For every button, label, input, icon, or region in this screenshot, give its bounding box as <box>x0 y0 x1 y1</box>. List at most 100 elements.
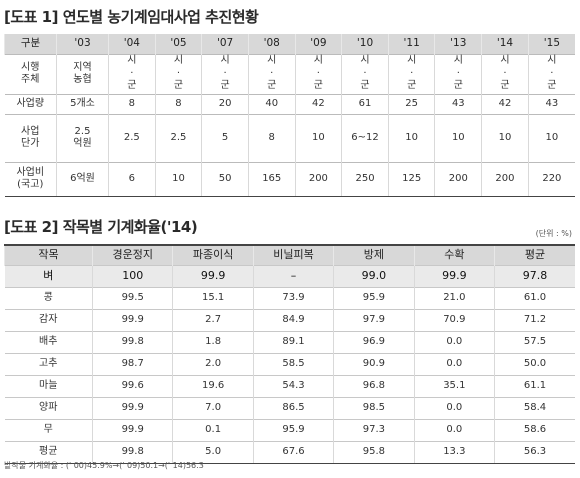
table1-row-unit-price: 사업 단가 2.5 억원 2.5 2.5 5 8 10 6~12 10 10 10 10 <box>4 113 575 162</box>
table2-value-cell: 95.8 <box>333 440 415 464</box>
table2-value-cell: 99.9 <box>91 418 173 441</box>
table1-cell-agent-line: 시 <box>500 55 510 67</box>
table2-value-cell: 0.0 <box>413 330 495 353</box>
table2-value-cell: 86.5 <box>252 396 334 419</box>
table2-value-cell: 71.2 <box>494 308 575 331</box>
table2-value-cell: 97.3 <box>333 418 415 441</box>
table1-cell-amount: 43 <box>434 93 482 114</box>
table1-year-header: '03 <box>56 34 109 54</box>
table1-cell-agent-line: 시 <box>267 55 277 67</box>
table2-value-cell: 96.9 <box>333 330 415 353</box>
table2-value-cell: 95.9 <box>333 286 415 309</box>
table1-cell-agent-line: 시 <box>127 55 137 67</box>
table2-column-header: 비닐피복 <box>252 244 334 265</box>
table2-value-cell: 2.0 <box>172 352 254 375</box>
table1-row-amount: 사업량 5개소 8 8 20 40 42 61 25 43 42 43 <box>4 93 575 114</box>
table1-cell-agent-line: 군 <box>547 80 557 92</box>
table1-label-cost-line: (국고) <box>17 179 44 190</box>
table1-cell-amount: 61 <box>341 93 389 114</box>
table2-value-cell: 99.8 <box>91 330 173 353</box>
table1-cell-unit-price: 10 <box>527 113 575 162</box>
table2-value-cell: 96.8 <box>333 374 415 397</box>
table1-cell-agent-line: 시 <box>173 55 184 67</box>
table1-year-header: '11 <box>387 34 435 54</box>
table2-value-cell: 73.9 <box>252 286 334 309</box>
table1-cell-cost: 6억원 <box>56 161 109 197</box>
table2-value-cell: 54.3 <box>252 374 334 397</box>
table1-cell-agent-line: 시 <box>547 55 557 67</box>
table2-value-cell: 5.0 <box>172 440 254 464</box>
table2-row: 무 99.9 0.1 95.9 97.3 0.0 58.6 <box>4 418 575 441</box>
table1-row-cost: 사업비 (국고) 6억원 6 10 50 165 200 250 125 200 200 220 <box>4 161 575 197</box>
table2-value-cell: – <box>252 264 334 287</box>
table1-cell-unit-price-line: 억원 <box>73 138 92 149</box>
table2-value-cell: 100 <box>91 264 173 287</box>
table1-project-status: 구분 '03'04'05'07'08'09'10'11'13'14'15 시행 주… <box>4 34 575 197</box>
table1-cell-agent-line: 시 <box>407 55 417 67</box>
table1-label-amount: 사업량 <box>4 93 57 114</box>
table2-value-cell: 0.0 <box>413 352 495 375</box>
table1-cell-agent-line: · <box>316 67 320 79</box>
footnote: 밭작물 기계화율 : (' 00)45.9%→(' 09)50.1→(' 14)… <box>4 461 204 470</box>
table2-value-cell: 99.9 <box>91 396 173 419</box>
table1-cell-agent-line: 군 <box>500 80 510 92</box>
table1-cell-agent-line: 군 <box>407 80 417 92</box>
table1-cell-agent-line: 군 <box>313 80 323 92</box>
table2-row: 양파 99.9 7.0 86.5 98.5 0.0 58.4 <box>4 396 575 419</box>
table2-crop-cell: 평균 <box>4 440 93 464</box>
table1-cell-agent: 시 · 군 <box>108 53 156 94</box>
table1-year-header: '13 <box>434 34 482 54</box>
table1-cell-amount: 42 <box>481 93 529 114</box>
table1-cell-unit-price-line: 2.5 <box>74 125 91 137</box>
table1-cell-agent: 시 · 군 <box>201 53 249 94</box>
table2-value-cell: 58.4 <box>494 396 575 419</box>
table1-cell-agent-line: · <box>503 67 507 79</box>
table1-year-header: '07 <box>201 34 249 54</box>
table2-row: 마늘 99.6 19.6 54.3 96.8 35.1 61.1 <box>4 374 575 397</box>
table1-cell-unit-price: 2.5 <box>154 113 202 162</box>
table2-value-cell: 84.9 <box>252 308 334 331</box>
table1-cell-cost: 125 <box>387 161 435 197</box>
table1-year-header: '15 <box>527 34 575 54</box>
table2-unit-note: (단위 : %) <box>535 229 572 238</box>
table1-label-unit-price-line: 단가 <box>21 138 40 149</box>
table2-column-header: 경운정지 <box>91 244 173 265</box>
table1-year-header: '04 <box>108 34 156 54</box>
table2-value-cell: 35.1 <box>413 374 495 397</box>
table1-title: [도표 1] 연도별 농기계임대사업 추진현황 <box>4 8 259 26</box>
table2-value-cell: 67.6 <box>252 440 334 464</box>
table1-label-cost: 사업비 (국고) <box>4 161 57 197</box>
table1-cell-agent: 시 · 군 <box>154 53 202 94</box>
table1-cell-agent-line: · <box>410 67 414 79</box>
table2-value-cell: 7.0 <box>172 396 254 419</box>
table1-year-header: '05 <box>154 34 202 54</box>
table1-cell-agent: 시 · 군 <box>434 53 482 94</box>
table1-cell-cost: 6 <box>108 161 156 197</box>
table1-cell-agent-line: 지역 <box>73 61 92 73</box>
table1-cell-agent-line: 군 <box>267 80 277 92</box>
table2-value-cell: 58.6 <box>494 418 575 441</box>
table1-cell-cost: 200 <box>481 161 529 197</box>
table2-value-cell: 97.9 <box>333 308 415 331</box>
table1-cell-amount: 40 <box>247 93 296 114</box>
table2-row: 콩 99.5 15.1 73.9 95.9 21.0 61.0 <box>4 286 575 309</box>
table1-cell-agent-line: 군 <box>220 80 230 92</box>
table1-label-agent-line: 주체 <box>21 74 40 85</box>
table2-column-header: 방제 <box>333 244 415 265</box>
table2-row: 벼 100 99.9–99.0 99.9 97.8 <box>4 264 575 287</box>
table2-value-cell: 61.0 <box>494 286 575 309</box>
table2-column-header: 작목 <box>4 244 93 265</box>
table2-title: [도표 2] 작목별 기계화율('14) <box>4 218 198 236</box>
table1-cell-agent-line: · <box>130 67 134 79</box>
table2-crop-cell: 콩 <box>4 286 93 309</box>
table1-label-agent-line: 시행 <box>21 61 40 73</box>
table1-cell-agent-line: 시 <box>220 55 230 67</box>
table1-cell-cost: 220 <box>527 161 575 197</box>
table2-row: 배추 99.8 1.8 89.1 96.9 0.0 57.5 <box>4 330 575 353</box>
table2-value-cell: 61.1 <box>494 374 575 397</box>
table1-cell-amount: 25 <box>387 93 435 114</box>
table2-value-cell: 57.5 <box>494 330 575 353</box>
table2-value-cell: 56.3 <box>494 440 575 464</box>
table2-header-row: 작목 경운정지 파종이식 비닐피복 방제 수확 평균 <box>4 244 575 265</box>
table1-cell-unit-price: 2.5 <box>108 113 156 162</box>
